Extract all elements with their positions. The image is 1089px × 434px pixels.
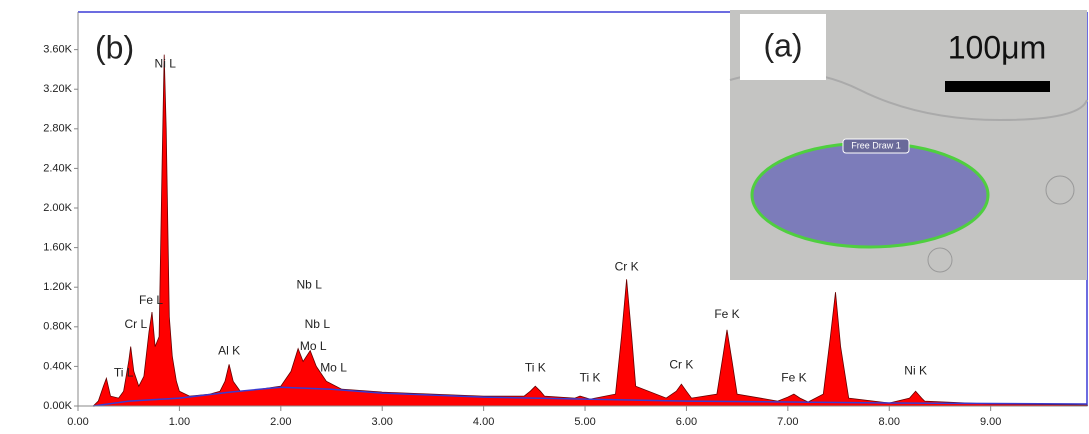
chart: (b) Free Draw 1 (a) 100μm 0.00K 0.40K 0.80… <box>0 0 1089 434</box>
panel-label: (b) <box>95 29 134 65</box>
peak-label: Fe K <box>714 307 739 321</box>
y-tick-label: 2.80K <box>43 123 72 135</box>
x-tick-label: 6.00 <box>676 416 697 428</box>
peak-label: Ni L <box>155 57 177 71</box>
x-tick-label: 7.00 <box>777 416 798 428</box>
peak-label: Ti L <box>114 366 134 380</box>
inset-label: (a) <box>763 27 802 63</box>
peak-label: Ni K <box>904 364 927 378</box>
x-tick-label: 3.00 <box>372 416 393 428</box>
peak-label: Cr K <box>615 260 639 274</box>
y-tick-label: 0.80K <box>43 321 72 333</box>
x-tick-label: 1.00 <box>169 416 190 428</box>
peak-label: Al K <box>218 344 240 358</box>
y-tick-label: 0.40K <box>43 360 72 372</box>
scale-bar-label: 100μm <box>948 29 1046 65</box>
y-tick-label: 2.00K <box>43 202 72 214</box>
peak-label: Fe L <box>139 293 163 307</box>
x-tick-label: 9.00 <box>980 416 1001 428</box>
x-tick-label: 0.00 <box>67 416 88 428</box>
peak-label: Ti K <box>580 370 601 384</box>
y-tick-label: 0.00K <box>43 400 72 412</box>
y-tick-label: 1.20K <box>43 281 72 293</box>
x-tick-label: 5.00 <box>574 416 595 428</box>
scale-bar <box>945 81 1050 92</box>
y-tick-label: 2.40K <box>43 162 72 174</box>
peak-label: Nb L <box>305 317 331 331</box>
peak-label: Nb L <box>297 277 323 291</box>
x-tick-label: 2.00 <box>270 416 291 428</box>
peak-label: Mo L <box>320 361 347 375</box>
region-label: Free Draw 1 <box>851 140 901 150</box>
y-tick-label: 3.20K <box>43 83 72 95</box>
peak-label: Fe K <box>781 370 806 384</box>
selected-region <box>752 143 988 247</box>
y-tick-label: 1.60K <box>43 242 72 254</box>
peak-label: Ti K <box>525 361 546 375</box>
peak-label: Cr K <box>669 358 693 372</box>
inset-image: Free Draw 1 (a) 100μm <box>730 10 1087 280</box>
x-tick-label: 8.00 <box>879 416 900 428</box>
x-tick-label: 4.00 <box>473 416 494 428</box>
peak-label: Cr L <box>124 317 147 331</box>
y-tick-label: 3.60K <box>43 44 72 56</box>
peak-label: Mo L <box>300 339 327 353</box>
